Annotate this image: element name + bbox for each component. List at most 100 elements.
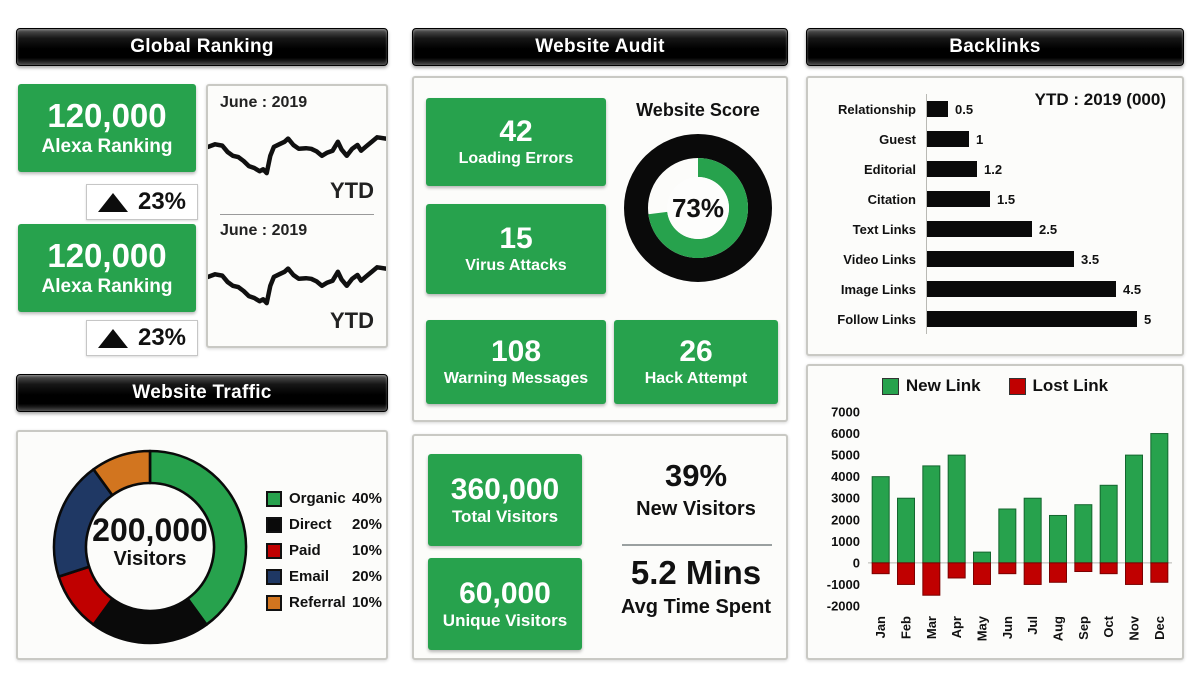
- donut-slice-referral: [92, 449, 152, 497]
- visitors-total: 200,000: [92, 512, 208, 548]
- backlink-label: Video Links: [843, 251, 916, 267]
- legend-swatch: [266, 542, 282, 559]
- unique-visitors-label: Unique Visitors: [442, 611, 568, 631]
- backlink-track: 1.5: [926, 184, 1176, 214]
- website-score-title: Website Score: [636, 100, 760, 120]
- alexa-ranking-card-1: 120,000 Alexa Ranking: [18, 84, 196, 172]
- lostlink-bar-aug: [1049, 562, 1067, 583]
- total-visitors-card: 360,000 Total Visitors: [428, 454, 582, 546]
- trend-line: [208, 265, 386, 306]
- loading-errors-card: 42 Loading Errors: [426, 98, 606, 186]
- backlinks-bars: Relationship 0.5 Guest 1 Editorial 1.2 Citatio…: [816, 94, 1176, 334]
- backlink-bar: [927, 101, 948, 117]
- backlink-bar: [927, 131, 969, 147]
- new-visitors-value: 39%: [664, 458, 728, 493]
- legend-value: 20%: [351, 516, 382, 533]
- traffic-donut-chart: [52, 449, 248, 645]
- backlink-row: Relationship 0.5: [816, 94, 1176, 124]
- ytick-label: -1000: [827, 577, 860, 592]
- gauge-arc: [648, 158, 748, 258]
- backlink-track: 2.5: [926, 214, 1176, 244]
- alexa-trend-chart-2: [208, 265, 386, 306]
- legend-swatch: [266, 516, 282, 533]
- backlink-value: 3.5: [1081, 251, 1100, 267]
- alexa-ranking-label: Alexa Ranking: [41, 275, 173, 297]
- backlink-label: Follow Links: [837, 311, 916, 327]
- backlink-row: Image Links 4.5: [816, 274, 1176, 304]
- loading-errors-value: 42: [499, 115, 533, 149]
- legend-label: Lost Link: [1032, 376, 1109, 395]
- monthly-links-chart: 7000 6000 5000 4000 3000 2000 1000 0 -1000 -2000 J…: [827, 405, 1172, 641]
- legend-swatch: [266, 568, 282, 585]
- website-audit-header: Website Audit: [412, 28, 788, 66]
- backlink-bar: [927, 161, 977, 177]
- warning-messages-label: Warning Messages: [443, 369, 589, 387]
- legend-label: Organic: [289, 490, 346, 507]
- backlinks-ytd-label: YTD : 2019 (000): [1034, 90, 1166, 109]
- lostlink-bar-jan: [871, 562, 890, 575]
- global-ranking-header: Global Ranking: [16, 28, 388, 66]
- avg-time-value: 5.2 Mins: [630, 554, 762, 591]
- total-visitors-label: Total Visitors: [451, 507, 559, 527]
- newlink-bar-dec: [1150, 433, 1169, 564]
- new-visitors-label: New Visitors: [636, 498, 756, 520]
- legend-row-paid: Paid 10%: [266, 542, 382, 559]
- legend-row-referral: Referral 10%: [266, 594, 382, 611]
- backlink-bar: [927, 281, 1116, 297]
- lostlink-bar-dec: [1150, 562, 1169, 583]
- backlink-row: Editorial 1.2: [816, 154, 1176, 184]
- month-label: Sep: [1076, 616, 1091, 640]
- alexa-delta-value: 23%: [137, 188, 187, 215]
- backlink-label: Guest: [879, 131, 916, 147]
- legend-swatch: [1008, 377, 1026, 395]
- backlink-value: 1: [976, 131, 984, 147]
- ytick-label: 1000: [831, 534, 860, 549]
- newlink-bar-aug: [1049, 514, 1067, 564]
- legend-value: 20%: [351, 568, 382, 585]
- ytick-label: 3000: [831, 491, 860, 506]
- backlink-track: 4.5: [926, 274, 1176, 304]
- newlink-bar-feb: [897, 497, 915, 564]
- gauge-ring: [624, 134, 772, 282]
- newlink-bar-jan: [871, 476, 890, 564]
- backlink-row: Text Links 2.5: [816, 214, 1176, 244]
- legend-swatch: [266, 594, 282, 611]
- ytick-label: 0: [853, 555, 860, 570]
- backlinks-header: Backlinks: [806, 28, 1184, 66]
- legend-label: Referral: [289, 594, 346, 611]
- warning-messages-card: 108 Warning Messages: [426, 320, 606, 404]
- newlink-bar-jun: [998, 508, 1017, 564]
- hack-attempt-card: 26 Hack Attempt: [614, 320, 778, 404]
- legend-item-lost-link: Lost Link: [1008, 376, 1109, 396]
- backlink-label: Image Links: [840, 281, 916, 297]
- alexa-delta-value: 23%: [137, 324, 187, 351]
- month-label: Aug: [1051, 616, 1066, 641]
- month-label: Jun: [1000, 616, 1015, 639]
- backlink-label: Relationship: [837, 101, 916, 117]
- visitors-label: Visitors: [113, 548, 187, 571]
- month-label: Nov: [1127, 615, 1142, 640]
- legend-label: Email: [289, 568, 330, 585]
- trend-period-label-2: June : 2019: [220, 222, 308, 239]
- legend-row-direct: Direct 20%: [266, 516, 382, 533]
- backlink-bar: [927, 251, 1074, 267]
- traffic-legend: Organic 40% Direct 20% Paid 10% Email 20% Referr…: [266, 490, 382, 611]
- backlink-track: 1: [926, 124, 1176, 154]
- backlink-label: Citation: [867, 191, 916, 207]
- backlink-value: 5: [1144, 311, 1152, 327]
- month-label: Feb: [899, 616, 914, 639]
- warning-messages-value: 108: [490, 335, 542, 369]
- legend-swatch: [266, 490, 282, 507]
- lostlink-bar-jun: [998, 562, 1017, 575]
- trend-line: [208, 135, 386, 176]
- unique-visitors-card: 60,000 Unique Visitors: [428, 558, 582, 650]
- legend-value: 10%: [351, 594, 382, 611]
- visitors-summary-panel: 360,000 Total Visitors 60,000 Unique Vis…: [412, 434, 788, 660]
- backlink-track: 5: [926, 304, 1176, 334]
- alexa-ranking-value: 120,000: [47, 236, 167, 274]
- website-score-gauge: 73%: [624, 134, 772, 282]
- month-label: Oct: [1101, 615, 1116, 637]
- avg-time-label: Avg Time Spent: [620, 596, 772, 618]
- backlink-value: 2.5: [1039, 221, 1058, 237]
- ytd-label-2: YTD: [330, 308, 374, 333]
